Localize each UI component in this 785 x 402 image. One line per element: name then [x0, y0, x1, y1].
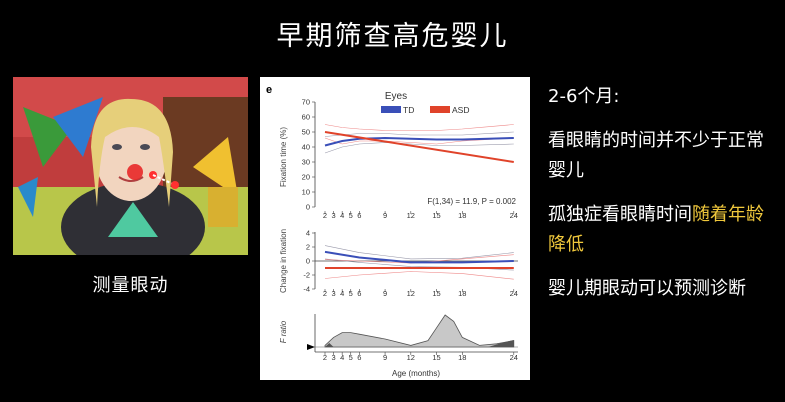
td-change-ci	[324, 245, 514, 260]
change-ylabel: Change in fixation	[279, 229, 288, 293]
change-tick-label--2: -2	[303, 271, 310, 280]
f-ratio-ylabel: F ratio	[279, 320, 288, 343]
x-tick-label-24: 24	[510, 353, 518, 362]
xlabel: Age (months)	[392, 369, 440, 378]
x-tick-label-5: 5	[349, 353, 353, 362]
x-tick-label-5: 5	[349, 211, 353, 220]
note-autism-decline: 孤独症看眼睛时间随着年龄降低	[548, 200, 780, 260]
note-eye-time: 看眼睛的时间并不少于正常婴儿	[548, 130, 764, 181]
x-tick-label-2: 2	[323, 289, 327, 298]
f-ratio-area	[324, 314, 515, 348]
x-tick-label-4: 4	[340, 289, 344, 298]
stat-text: F(1,34) = 11.9, P = 0.002	[427, 197, 516, 206]
legend-td-swatch	[381, 106, 401, 113]
change-tick-label--4: -4	[303, 285, 310, 294]
asd-ci-line	[324, 124, 514, 131]
y-tick-label-50: 50	[302, 128, 310, 137]
x-tick-label-12: 12	[407, 289, 415, 298]
y-tick-label-40: 40	[302, 143, 310, 152]
change-tick-label-2: 2	[306, 243, 310, 252]
y-tick-label-30: 30	[302, 158, 310, 167]
x-tick-label-18: 18	[458, 289, 466, 298]
note-prediction: 婴儿期眼动可以预测诊断	[548, 278, 746, 299]
x-tick-label-15: 15	[432, 289, 440, 298]
panel-letter: e	[266, 84, 272, 96]
x-tick-label-4: 4	[340, 353, 344, 362]
f-ratio-dark-area	[325, 343, 334, 347]
y-tick-label-0: 0	[306, 203, 310, 212]
change-tick-label-0: 0	[306, 257, 310, 266]
f-ratio-dark-area	[488, 340, 514, 347]
eyes-title: Eyes	[385, 91, 407, 102]
x-tick-label-15: 15	[432, 211, 440, 220]
x-tick-label-12: 12	[407, 211, 415, 220]
y-tick-label-20: 20	[302, 173, 310, 182]
infant-video-image	[13, 77, 248, 255]
fixation-time-ylabel: Fixation time (%)	[279, 127, 288, 187]
change-tick-label-4: 4	[306, 229, 310, 238]
y-tick-label-60: 60	[302, 113, 310, 122]
x-tick-label-18: 18	[458, 211, 466, 220]
note-autism-highlight: 随着年龄降低	[548, 204, 764, 255]
asd-change-ci	[324, 271, 514, 280]
x-tick-label-24: 24	[510, 211, 518, 220]
y-tick-label-70: 70	[302, 98, 310, 107]
legend-td-label: TD	[403, 105, 414, 115]
x-tick-label-2: 2	[323, 211, 327, 220]
eye-tracking-video-frame	[13, 77, 248, 255]
y-tick-label-10: 10	[302, 188, 310, 197]
x-tick-label-4: 4	[340, 211, 344, 220]
x-tick-label-2: 2	[323, 353, 327, 362]
asd-ci-line	[324, 137, 514, 145]
series-line-asd	[324, 131, 514, 163]
legend-asd-swatch	[430, 106, 450, 113]
video-caption: 测量眼动	[92, 275, 169, 296]
note-autism-plain: 孤独症看眼睛时间	[548, 204, 692, 225]
series-line-td	[324, 136, 514, 147]
x-tick-label-6: 6	[357, 211, 361, 220]
eye-fixation-figure: e Eyes TD ASD Fixation time (%) F(1,34) …	[260, 77, 530, 380]
x-tick-label-18: 18	[458, 353, 466, 362]
legend-asd-label: ASD	[452, 105, 469, 115]
x-tick-label-24: 24	[510, 289, 518, 298]
x-tick-label-6: 6	[357, 353, 361, 362]
notes-panel: 2-6个月: 看眼睛的时间并不少于正常婴儿 孤独症看眼睛时间随着年龄降低 婴儿期…	[548, 82, 780, 318]
fixation-time-panel: Fixation time (%) F(1,34) = 11.9, P = 0.…	[279, 102, 517, 207]
x-tick-label-3: 3	[331, 353, 335, 362]
x-tick-label-6: 6	[357, 289, 361, 298]
x-tick-label-3: 3	[331, 289, 335, 298]
x-tick-label-9: 9	[383, 353, 387, 362]
x-tick-label-12: 12	[407, 353, 415, 362]
x-tick-label-5: 5	[349, 289, 353, 298]
note-age-range: 2-6个月:	[548, 86, 620, 107]
x-tick-label-9: 9	[383, 211, 387, 220]
change-line-td	[324, 250, 514, 264]
x-tick-label-9: 9	[383, 289, 387, 298]
x-tick-label-3: 3	[331, 211, 335, 220]
x-tick-label-15: 15	[432, 353, 440, 362]
slide-title: 早期筛查高危婴儿	[276, 21, 509, 52]
